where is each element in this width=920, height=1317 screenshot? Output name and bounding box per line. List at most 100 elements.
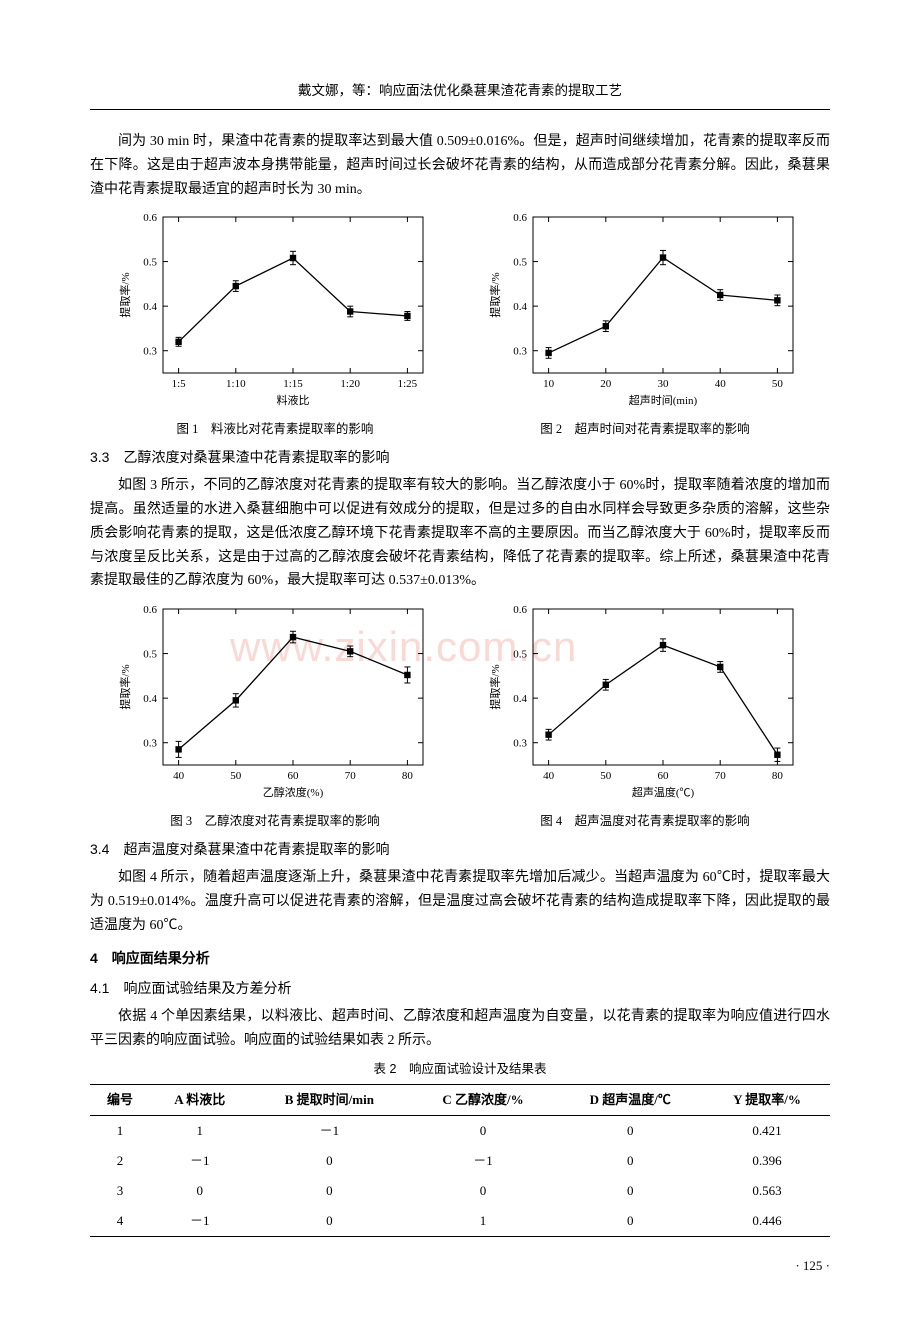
table-cell: 0: [557, 1115, 704, 1146]
table-cell: －1: [150, 1206, 249, 1237]
table-header-cell: D 超声温度/℃: [557, 1084, 704, 1115]
svg-text:0.5: 0.5: [513, 257, 527, 269]
table-cell: 0: [249, 1176, 409, 1206]
svg-text:料液比: 料液比: [277, 393, 310, 407]
table-cell: －1: [249, 1115, 409, 1146]
table-cell: 1: [90, 1115, 150, 1146]
table-cell: 0: [557, 1206, 704, 1237]
svg-text:超声时间(min): 超声时间(min): [629, 393, 698, 407]
table-cell: 0.446: [704, 1206, 830, 1237]
table-cell: 0: [409, 1115, 556, 1146]
svg-text:0.3: 0.3: [143, 346, 157, 358]
svg-text:0.4: 0.4: [143, 301, 157, 313]
table-cell: 0.421: [704, 1115, 830, 1146]
figure-4-caption: 图 4 超声温度对花青素提取率的影响: [485, 811, 805, 832]
svg-text:50: 50: [600, 770, 612, 782]
heading-4-1: 4.1 响应面试验结果及方差分析: [90, 977, 830, 1001]
table-row: 11－1000.421: [90, 1115, 830, 1146]
table-cell: 0: [249, 1206, 409, 1237]
table-2: 编号A 料液比B 提取时间/minC 乙醇浓度/%D 超声温度/℃Y 提取率/%…: [90, 1084, 830, 1237]
svg-text:0.3: 0.3: [513, 738, 527, 750]
svg-text:40: 40: [543, 770, 555, 782]
table-row: 300000.563: [90, 1176, 830, 1206]
table-2-title: 表 2 响应面试验设计及结果表: [90, 1059, 830, 1080]
svg-text:乙醇浓度(%): 乙醇浓度(%): [263, 785, 324, 799]
table-header-cell: B 提取时间/min: [249, 1084, 409, 1115]
svg-text:1:10: 1:10: [226, 378, 246, 390]
svg-text:80: 80: [402, 770, 414, 782]
svg-text:60: 60: [288, 770, 300, 782]
table-cell: 0: [249, 1146, 409, 1176]
svg-text:0.6: 0.6: [513, 604, 527, 616]
svg-text:0.3: 0.3: [143, 738, 157, 750]
heading-4: 4 响应面结果分析: [90, 947, 830, 971]
svg-text:0.6: 0.6: [143, 604, 157, 616]
svg-text:0.3: 0.3: [513, 346, 527, 358]
table-cell: 0: [150, 1176, 249, 1206]
svg-text:60: 60: [658, 770, 670, 782]
svg-text:40: 40: [173, 770, 185, 782]
table-header-cell: A 料液比: [150, 1084, 249, 1115]
table-cell: 2: [90, 1146, 150, 1176]
figure-2: 0.3 0.4 0.5 0.6 10 20 30 40 50 超声时间(min) 提取率/% 图 2…: [485, 207, 805, 440]
svg-text:1:5: 1:5: [172, 378, 187, 390]
svg-text:0.4: 0.4: [513, 301, 527, 313]
figure-2-caption: 图 2 超声时间对花青素提取率的影响: [485, 419, 805, 440]
table-cell: －1: [150, 1146, 249, 1176]
svg-text:50: 50: [772, 378, 784, 390]
table-cell: 0: [557, 1146, 704, 1176]
table-cell: 0.563: [704, 1176, 830, 1206]
figure-4: 0.3 0.4 0.5 0.6 40 50 60 70 80 超声温度(℃) 提取率/% 图 4 超…: [485, 599, 805, 832]
figure-1: 0.30.40.50.61:51:101:151:201:25料液比提取率/% …: [115, 207, 435, 440]
svg-text:超声温度(℃): 超声温度(℃): [632, 785, 695, 799]
svg-text:0.5: 0.5: [143, 257, 157, 269]
svg-text:10: 10: [543, 378, 555, 390]
table-header-cell: Y 提取率/%: [704, 1084, 830, 1115]
table-cell: －1: [409, 1146, 556, 1176]
paragraph-4-1: 依据 4 个单因素结果，以料液比、超声时间、乙醇浓度和超声温度为自变量，以花青素…: [90, 1005, 830, 1053]
page-number: · 125 ·: [90, 1255, 830, 1277]
table-header-cell: 编号: [90, 1084, 150, 1115]
figure-3-caption: 图 3 乙醇浓度对花青素提取率的影响: [115, 811, 435, 832]
svg-text:提取率/%: 提取率/%: [118, 273, 132, 318]
svg-text:提取率/%: 提取率/%: [488, 665, 502, 710]
svg-text:50: 50: [230, 770, 242, 782]
table-row: 4－10100.446: [90, 1206, 830, 1237]
heading-3-3: 3.3 乙醇浓度对桑葚果渣中花青素提取率的影响: [90, 446, 830, 470]
table-cell: 1: [409, 1206, 556, 1237]
svg-text:80: 80: [772, 770, 784, 782]
table-cell: 3: [90, 1176, 150, 1206]
page-header: 戴文娜，等：响应面法优化桑葚果渣花青素的提取工艺: [90, 80, 830, 110]
svg-text:0.6: 0.6: [513, 212, 527, 224]
svg-text:0.4: 0.4: [513, 693, 527, 705]
svg-text:0.6: 0.6: [143, 212, 157, 224]
table-header-cell: C 乙醇浓度/%: [409, 1084, 556, 1115]
paragraph-3-4: 如图 4 所示，随着超声温度逐渐上升，桑葚果渣中花青素提取率先增加后减少。当超声…: [90, 866, 830, 937]
table-cell: 1: [150, 1115, 249, 1146]
paragraph-3-3: 如图 3 所示，不同的乙醇浓度对花青素的提取率有较大的影响。当乙醇浓度小于 60…: [90, 474, 830, 593]
svg-text:30: 30: [658, 378, 670, 390]
svg-text:1:15: 1:15: [283, 378, 303, 390]
svg-text:提取率/%: 提取率/%: [118, 665, 132, 710]
svg-text:1:20: 1:20: [340, 378, 360, 390]
paragraph-intro: 间为 30 min 时，果渣中花青素的提取率达到最大值 0.509±0.016%…: [90, 130, 830, 201]
svg-text:0.4: 0.4: [143, 693, 157, 705]
svg-text:40: 40: [715, 378, 727, 390]
svg-text:0.5: 0.5: [143, 649, 157, 661]
svg-text:70: 70: [715, 770, 727, 782]
figure-3: 0.3 0.4 0.5 0.6 40 50 60 70 80 乙醇浓度(%) 提取率/% 图 3 乙…: [115, 599, 435, 832]
chart-row-2: www.zixin.com.cn 0.30.40.50.64050607080乙…: [90, 599, 830, 832]
svg-text:1:25: 1:25: [398, 378, 418, 390]
figure-1-caption: 图 1 料液比对花青素提取率的影响: [115, 419, 435, 440]
table-cell: 0: [557, 1176, 704, 1206]
svg-text:70: 70: [345, 770, 357, 782]
chart-row-1: 0.30.40.50.61:51:101:151:201:25料液比提取率/% …: [90, 207, 830, 440]
table-cell: 4: [90, 1206, 150, 1237]
table-cell: 0: [409, 1176, 556, 1206]
table-cell: 0.396: [704, 1146, 830, 1176]
svg-text:20: 20: [600, 378, 612, 390]
heading-3-4: 3.4 超声温度对桑葚果渣中花青素提取率的影响: [90, 838, 830, 862]
svg-text:提取率/%: 提取率/%: [488, 273, 502, 318]
svg-text:0.5: 0.5: [513, 649, 527, 661]
table-row: 2－10－100.396: [90, 1146, 830, 1176]
